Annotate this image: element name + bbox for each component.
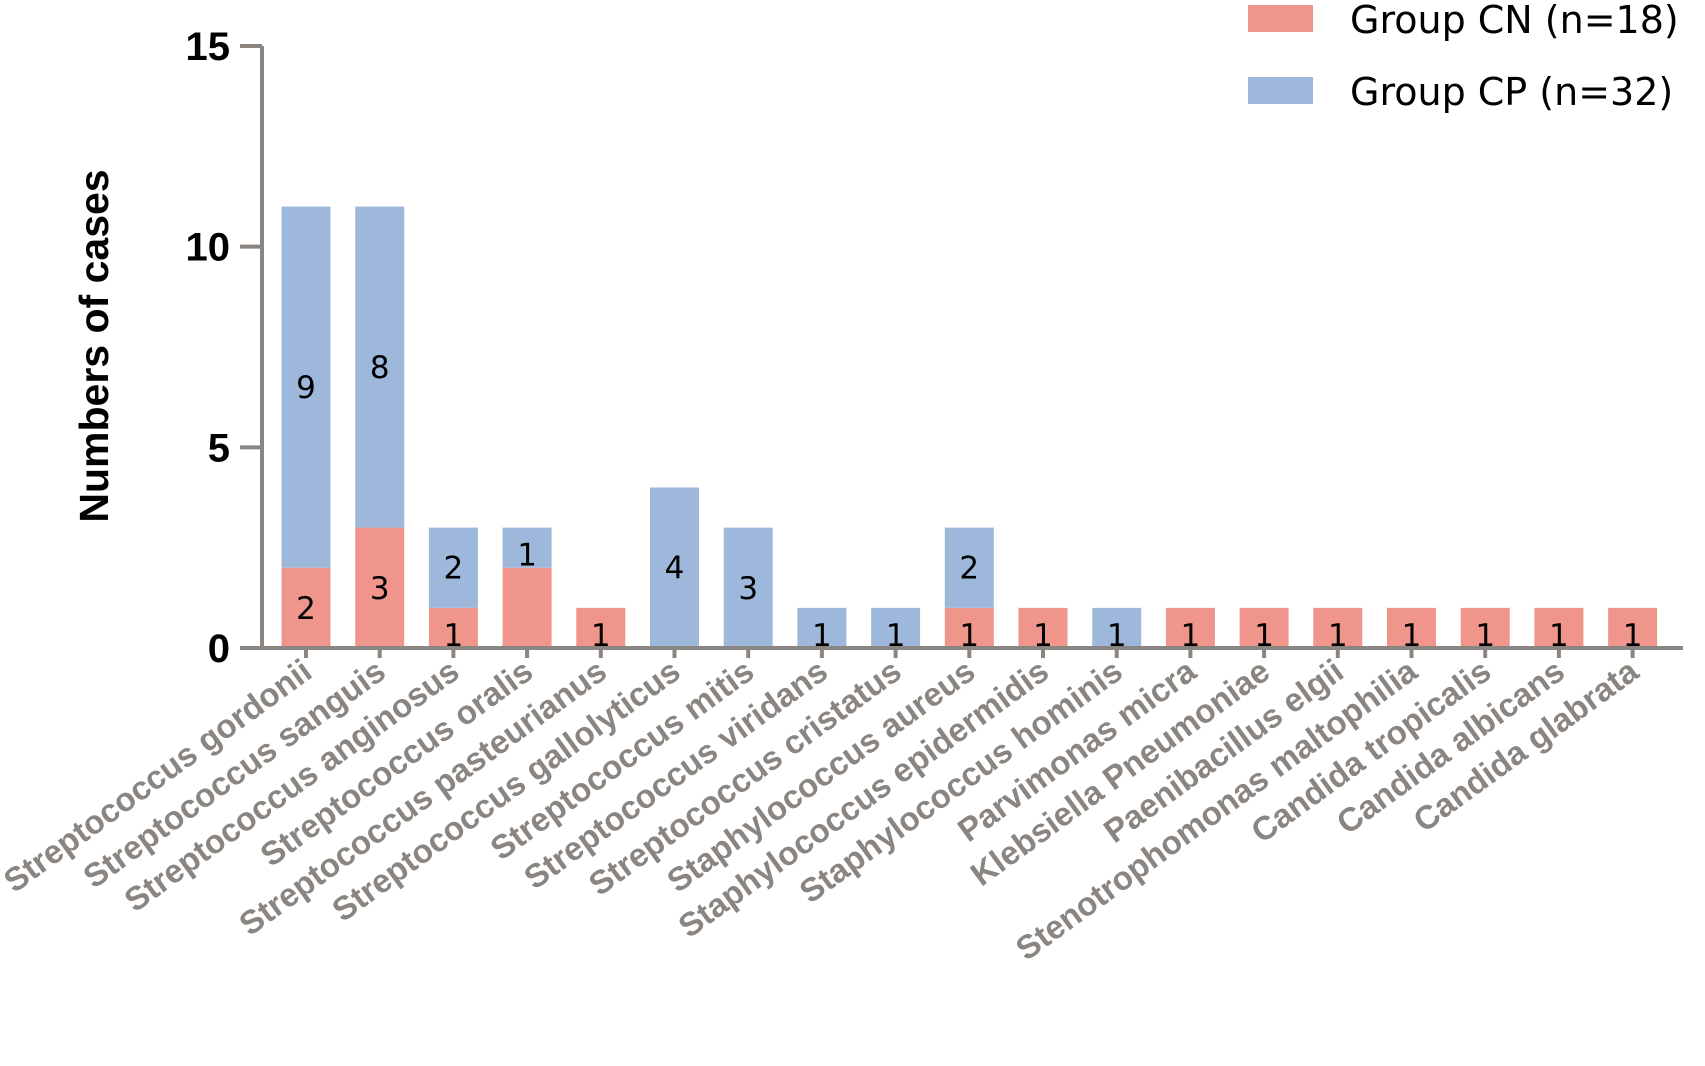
data-label-candida-tropicalis-cn: 1 bbox=[1475, 618, 1495, 654]
data-label-paenibacillus-elgii-cn: 1 bbox=[1328, 618, 1348, 654]
bar-streptococcus-oralis-cp bbox=[502, 527, 552, 568]
data-label-streptococcus-oralis-cp: 1 bbox=[517, 538, 537, 574]
bar-data-labels: 2 9 3 8 1 2 1 1 4 3 1 1 1 2 1 1 1 1 1 1 1 1 1 bbox=[296, 350, 1642, 654]
bar-klebsiella-pneumoniae-cn bbox=[1239, 607, 1289, 648]
bar-streptococcus-sanguis-cp bbox=[355, 206, 405, 528]
bar-streptococcus-anginosus-cp bbox=[428, 527, 478, 608]
y-tick-label-15: 15 bbox=[186, 25, 231, 69]
bar-streptococcus-pasteurianus-cn bbox=[576, 607, 626, 648]
legend-label-cp: Group CP (n=32) bbox=[1350, 70, 1673, 114]
data-label-klebsiella-pneumoniae-cn: 1 bbox=[1254, 618, 1274, 654]
bar-streptococcus-anginosus-cn bbox=[428, 607, 478, 648]
data-label-streptococcus-pasteurianus-cn: 1 bbox=[591, 618, 611, 654]
data-label-stenotrophomonas-maltophilia-cn: 1 bbox=[1402, 618, 1422, 654]
bar-streptococcus-gordonii-cn bbox=[281, 567, 331, 648]
data-label-staphylococcus-aureus-cn: 1 bbox=[959, 618, 979, 654]
data-label-streptococcus-gallolyticus-cp: 4 bbox=[665, 551, 685, 587]
bar-streptococcus-oralis-cn bbox=[502, 567, 552, 648]
bar-streptococcus-gallolyticus-cp bbox=[650, 487, 699, 648]
bar-streptococcus-viridans-cp bbox=[797, 607, 847, 648]
legend-label-cn: Group CN (n=18) bbox=[1350, 0, 1679, 42]
bar-streptococcus-cristatus-cp bbox=[871, 607, 921, 648]
data-label-candida-albicans-cn: 1 bbox=[1549, 618, 1569, 654]
bar-stenotrophomonas-maltophilia-cn bbox=[1387, 607, 1436, 648]
y-axis-label: Numbers of cases bbox=[71, 169, 117, 522]
data-label-streptococcus-mitis-cp: 3 bbox=[738, 571, 758, 607]
data-label-streptococcus-sanguis-cn: 3 bbox=[370, 571, 390, 607]
data-label-streptococcus-cristatus-cp: 1 bbox=[886, 618, 906, 654]
data-label-candida-glabrata-cn: 1 bbox=[1623, 618, 1643, 654]
data-label-streptococcus-gordonii-cp: 9 bbox=[296, 370, 316, 406]
data-label-streptococcus-sanguis-cp: 8 bbox=[370, 350, 390, 386]
data-label-staphylococcus-epidermidis-cn: 1 bbox=[1033, 618, 1053, 654]
y-tick-labels: 0 5 10 15 bbox=[186, 25, 231, 671]
bar-streptococcus-gordonii-cp bbox=[281, 206, 331, 568]
data-label-streptococcus-gordonii-cn: 2 bbox=[296, 591, 316, 627]
legend-swatch-cn bbox=[1248, 5, 1313, 32]
legend: Group CN (n=18) Group CP (n=32) bbox=[1248, 0, 1679, 114]
data-label-streptococcus-anginosus-cn: 1 bbox=[444, 618, 464, 654]
bar-staphylococcus-epidermidis-cn bbox=[1018, 607, 1068, 648]
data-label-streptococcus-anginosus-cp: 2 bbox=[444, 551, 464, 587]
data-label-streptococcus-viridans-cp: 1 bbox=[812, 618, 832, 654]
bar-candida-glabrata-cn bbox=[1608, 607, 1658, 648]
bar-staphylococcus-hominis-cp bbox=[1092, 607, 1142, 648]
bar-candida-albicans-cn bbox=[1534, 607, 1584, 648]
bars bbox=[281, 206, 1658, 648]
bar-staphylococcus-aureus-cp bbox=[944, 527, 994, 608]
bar-paenibacillus-elgii-cn bbox=[1313, 607, 1363, 648]
legend-swatch-cp bbox=[1248, 77, 1313, 104]
data-label-staphylococcus-hominis-cp: 1 bbox=[1107, 618, 1127, 654]
data-label-staphylococcus-aureus-cp: 2 bbox=[959, 551, 979, 587]
axes bbox=[240, 44, 1683, 658]
bar-parvimonas-micra-cn bbox=[1165, 607, 1215, 648]
bar-streptococcus-mitis-cp bbox=[723, 527, 773, 648]
y-tick-label-5: 5 bbox=[208, 426, 230, 470]
bar-streptococcus-sanguis-cn bbox=[355, 527, 405, 648]
data-label-parvimonas-micra-cn: 1 bbox=[1181, 618, 1201, 654]
y-tick-label-0: 0 bbox=[208, 627, 230, 671]
bar-candida-tropicalis-cn bbox=[1460, 607, 1510, 648]
y-tick-label-10: 10 bbox=[186, 226, 231, 270]
bar-staphylococcus-aureus-cn bbox=[944, 607, 994, 648]
